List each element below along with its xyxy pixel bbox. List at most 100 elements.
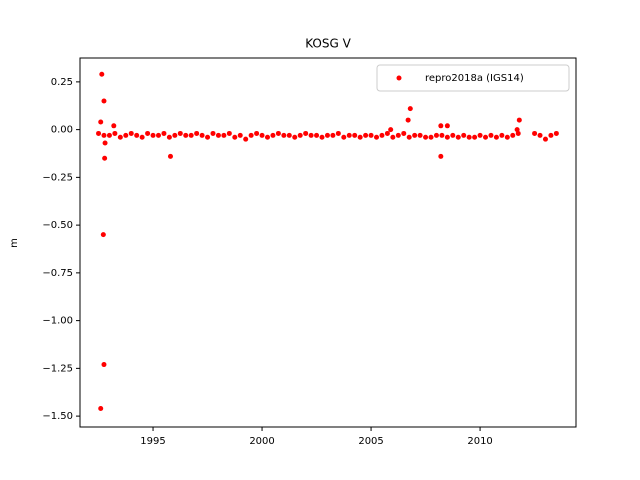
- point: [101, 132, 107, 138]
- point: [155, 132, 161, 138]
- point: [286, 132, 292, 138]
- y-tick-label: 0.25: [51, 77, 73, 88]
- point: [428, 134, 434, 140]
- point: [243, 136, 249, 142]
- point: [101, 362, 107, 368]
- point: [537, 132, 543, 138]
- point: [542, 136, 548, 142]
- point: [395, 132, 401, 138]
- legend-marker: [396, 75, 402, 81]
- point: [99, 71, 105, 77]
- point: [111, 123, 117, 129]
- point: [324, 132, 330, 138]
- point: [390, 134, 396, 140]
- point: [461, 132, 467, 138]
- point: [515, 130, 521, 136]
- point: [172, 132, 178, 138]
- point: [374, 134, 380, 140]
- point: [264, 134, 270, 140]
- point: [166, 134, 172, 140]
- point: [100, 232, 106, 238]
- point: [205, 134, 211, 140]
- point: [335, 130, 341, 136]
- point: [303, 130, 309, 136]
- y-tick-label: −0.50: [42, 220, 73, 231]
- x-tick-label: 2000: [249, 436, 274, 447]
- point: [259, 132, 265, 138]
- point: [401, 130, 407, 136]
- point: [215, 132, 221, 138]
- point: [210, 130, 216, 136]
- point: [314, 132, 320, 138]
- y-tick-label: −1.00: [42, 316, 73, 327]
- point: [308, 132, 314, 138]
- point: [450, 132, 456, 138]
- legend-label: repro2018a (IGS14): [425, 73, 524, 84]
- point: [292, 134, 298, 140]
- point: [363, 132, 369, 138]
- plot-frame: [79, 57, 577, 428]
- point: [177, 130, 183, 136]
- point: [412, 132, 418, 138]
- point: [281, 132, 287, 138]
- point: [493, 134, 499, 140]
- point: [237, 132, 243, 138]
- point: [123, 132, 129, 138]
- point: [417, 132, 423, 138]
- point: [139, 134, 145, 140]
- point: [341, 134, 347, 140]
- y-tick-label: −0.75: [42, 268, 73, 279]
- legend-box: [376, 64, 570, 92]
- point: [248, 132, 254, 138]
- y-tick-label: 0.00: [51, 125, 73, 136]
- point: [194, 130, 200, 136]
- point: [516, 117, 522, 123]
- point: [388, 127, 394, 133]
- point: [297, 132, 303, 138]
- point: [275, 130, 281, 136]
- point: [226, 130, 232, 136]
- point: [444, 123, 450, 129]
- chart-title: KOSG V: [305, 37, 351, 51]
- point: [346, 132, 352, 138]
- point: [433, 132, 439, 138]
- point: [102, 140, 108, 146]
- point: [183, 132, 189, 138]
- point: [504, 134, 510, 140]
- point: [352, 132, 358, 138]
- point: [438, 153, 444, 159]
- point: [423, 134, 429, 140]
- point: [199, 132, 205, 138]
- point: [161, 130, 167, 136]
- x-tick-label: 2010: [467, 436, 492, 447]
- y-tick-label: −0.25: [42, 172, 73, 183]
- point: [101, 98, 107, 104]
- point: [188, 132, 194, 138]
- point: [499, 132, 505, 138]
- point: [98, 119, 104, 125]
- point: [406, 134, 412, 140]
- point: [548, 132, 554, 138]
- point: [483, 134, 489, 140]
- point: [438, 123, 444, 129]
- point: [488, 132, 494, 138]
- point: [472, 134, 478, 140]
- point: [319, 134, 325, 140]
- point: [510, 132, 516, 138]
- point: [444, 134, 450, 140]
- y-axis-label: m: [9, 238, 20, 248]
- point: [532, 130, 538, 136]
- x-tick-label: 2005: [358, 436, 383, 447]
- point: [98, 405, 104, 411]
- x-tick-label: 1995: [140, 436, 165, 447]
- point: [553, 130, 559, 136]
- point: [134, 132, 140, 138]
- point: [254, 130, 260, 136]
- point: [477, 132, 483, 138]
- y-tick-label: −1.25: [42, 363, 73, 374]
- point: [232, 134, 238, 140]
- point: [357, 134, 363, 140]
- point: [407, 106, 413, 112]
- point: [221, 132, 227, 138]
- point: [145, 130, 151, 136]
